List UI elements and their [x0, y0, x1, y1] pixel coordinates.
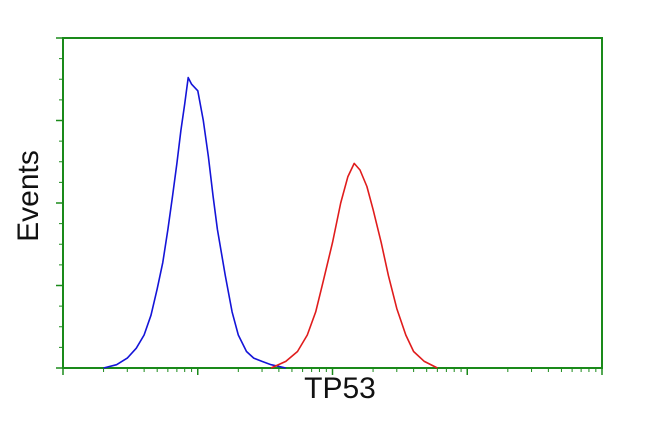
histogram-line	[270, 162, 438, 369]
histogram-line	[103, 76, 286, 369]
x-axis-label: TP53	[304, 372, 376, 405]
plot-frame	[62, 37, 603, 369]
y-axis-label: Events	[12, 150, 45, 242]
